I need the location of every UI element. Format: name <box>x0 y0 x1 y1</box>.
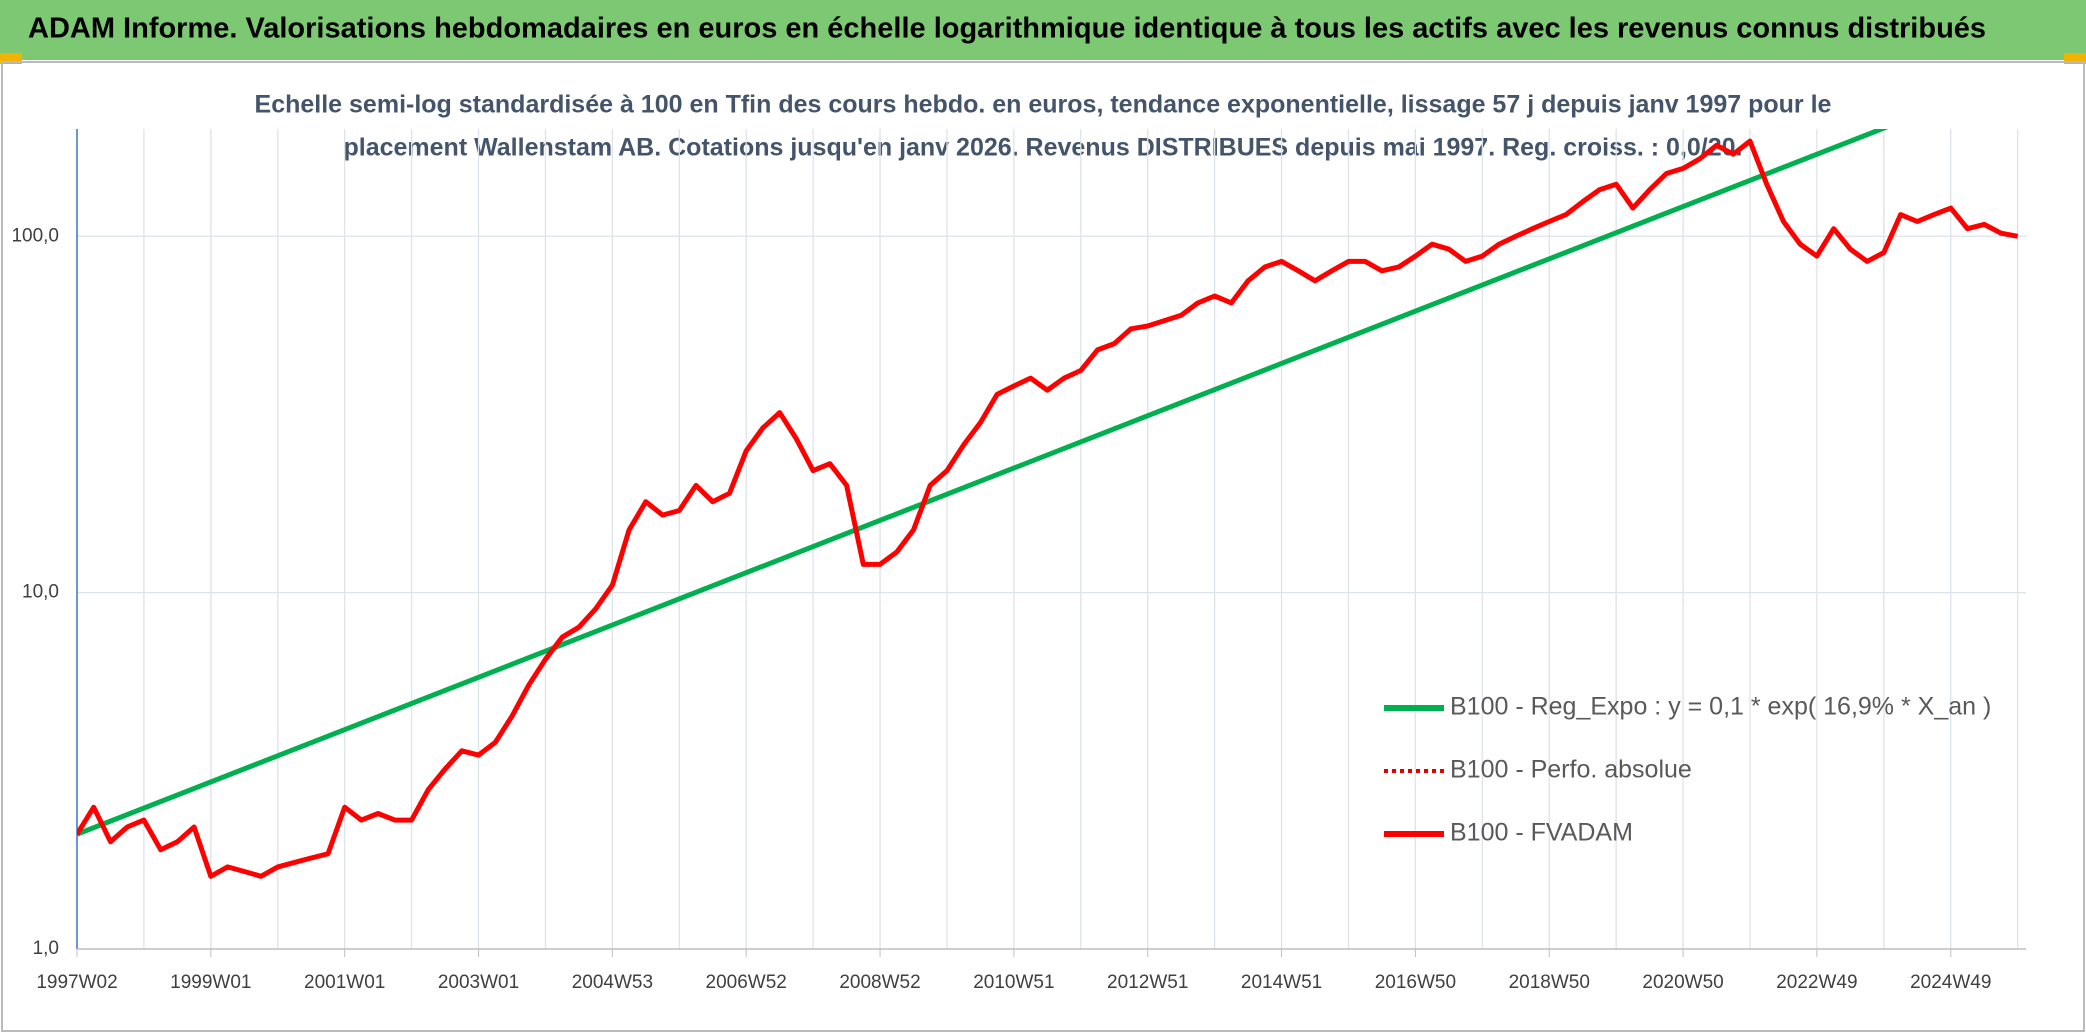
x-tick-label: 2010W51 <box>973 972 1054 993</box>
y-tick-label: 1,0 <box>33 938 59 959</box>
x-tick-label: 2024W49 <box>1910 972 1991 993</box>
x-tick-label: 2001W01 <box>304 972 385 993</box>
x-tick-label: 2018W50 <box>1509 972 1590 993</box>
chart-title: ADAM Informe. Valorisations hebdomadaire… <box>28 13 1986 45</box>
corner-mark <box>0 53 22 64</box>
x-tick-label: 2012W51 <box>1107 972 1188 993</box>
series-line <box>77 129 1889 837</box>
x-tick-label: 2006W52 <box>706 972 787 993</box>
corner-mark <box>2064 53 2086 64</box>
legend-label: B100 - FVADAM <box>1450 819 1633 847</box>
x-tick-label: 2014W51 <box>1241 972 1322 993</box>
frame <box>1 61 2085 1032</box>
y-tick-label: 100,0 <box>11 225 59 246</box>
legend-label: B100 - Perfo. absolue <box>1450 756 1692 784</box>
x-tick-label: 2016W50 <box>1375 972 1456 993</box>
legend-label: B100 - Reg_Expo : y = 0,1 * exp( 16,9% *… <box>1450 693 1991 721</box>
x-tick-label: 1999W01 <box>170 972 251 993</box>
x-tick-label: 2004W53 <box>572 972 653 993</box>
x-tick-label: 2003W01 <box>438 972 519 993</box>
x-tick-label: 1997W02 <box>36 972 117 993</box>
chart-subtitle: Echelle semi-log standardisée à 100 en T… <box>255 91 1832 119</box>
x-tick-label: 2020W50 <box>1642 972 1723 993</box>
y-tick-label: 10,0 <box>22 582 59 603</box>
title-band <box>0 0 2086 60</box>
chart-subtitle: placement Wallenstam AB. Cotations jusqu… <box>344 134 1743 162</box>
series-line <box>77 138 2019 879</box>
x-tick-label: 2022W49 <box>1776 972 1857 993</box>
x-tick-label: 2008W52 <box>839 972 920 993</box>
